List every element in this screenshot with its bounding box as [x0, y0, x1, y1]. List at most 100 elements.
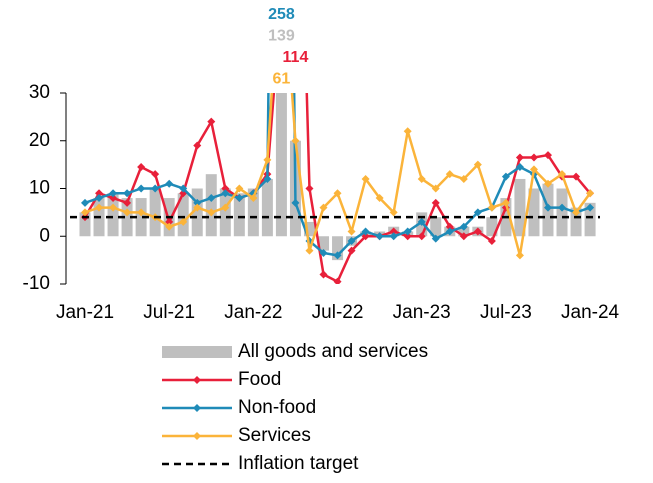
x-tick-label: Jan-21 — [56, 302, 114, 323]
marker — [403, 127, 412, 136]
marker — [319, 248, 328, 257]
y-tick-label: -10 — [23, 273, 50, 294]
bar — [149, 188, 161, 237]
marker — [333, 251, 342, 260]
marker — [473, 227, 482, 236]
bar — [205, 174, 217, 237]
marker — [109, 194, 118, 203]
marker — [193, 203, 202, 212]
marker — [221, 189, 230, 198]
y-tick-label: 0 — [39, 225, 50, 246]
marker — [445, 170, 454, 179]
marker — [459, 222, 468, 231]
marker — [319, 270, 328, 279]
marker — [347, 237, 356, 246]
x-tick-label: Jul-22 — [312, 302, 364, 323]
bar — [584, 202, 596, 237]
bar — [486, 217, 498, 237]
marker — [95, 203, 104, 212]
marker — [277, 0, 285, 2]
bar — [121, 198, 133, 237]
marker — [375, 232, 384, 241]
marker — [137, 208, 146, 217]
marker — [333, 189, 342, 198]
marker — [543, 179, 552, 188]
legend-marker — [193, 376, 201, 384]
bar — [556, 188, 568, 237]
marker — [431, 198, 440, 207]
marker — [81, 198, 89, 207]
bar — [261, 178, 273, 237]
marker — [235, 184, 244, 193]
marker — [207, 117, 216, 126]
y-tick-label: 10 — [29, 178, 50, 199]
legend-label: All goods and services — [238, 341, 428, 362]
bar — [275, 93, 287, 237]
legend-label: Food — [238, 369, 281, 390]
peak-label: 61 — [273, 71, 291, 88]
marker — [361, 174, 370, 183]
marker — [95, 189, 104, 198]
bar — [177, 193, 189, 237]
marker — [403, 232, 412, 241]
bar — [318, 236, 330, 251]
marker — [81, 208, 89, 217]
bar — [430, 217, 442, 237]
marker — [389, 208, 398, 217]
bar — [332, 236, 344, 261]
marker — [529, 153, 538, 162]
bar — [219, 188, 231, 237]
legend-label: Inflation target — [238, 453, 359, 474]
marker — [207, 208, 216, 217]
marker — [305, 246, 314, 255]
marker — [305, 184, 314, 193]
plot-area — [79, 0, 596, 284]
marker — [207, 194, 216, 203]
legend-swatch — [162, 346, 232, 358]
marker — [515, 163, 524, 172]
marker — [586, 189, 595, 198]
marker — [375, 194, 384, 203]
marker — [109, 189, 118, 198]
marker — [221, 184, 230, 193]
y-tick-label: 20 — [29, 130, 50, 151]
x-tick-label: Jan-24 — [561, 302, 620, 323]
legend-marker — [193, 432, 201, 440]
marker — [445, 227, 454, 236]
marker — [459, 232, 468, 241]
marker — [137, 163, 146, 172]
bar — [514, 178, 526, 237]
peak-label: 258 — [268, 6, 295, 23]
x-tick-label: Jan-23 — [393, 302, 451, 323]
marker — [151, 184, 160, 193]
marker — [319, 203, 328, 212]
bar — [135, 198, 147, 237]
marker — [558, 170, 567, 179]
marker — [151, 170, 160, 179]
marker — [515, 153, 524, 162]
marker — [179, 217, 188, 226]
marker — [263, 155, 272, 164]
x-tick-label: Jul-23 — [480, 302, 532, 323]
marker — [558, 203, 567, 212]
marker — [572, 172, 581, 181]
marker — [473, 160, 482, 169]
marker — [473, 208, 482, 217]
legend-marker — [193, 404, 201, 412]
bar — [107, 193, 119, 237]
marker — [403, 227, 412, 236]
bar — [247, 188, 259, 237]
marker — [586, 203, 595, 212]
bar — [458, 226, 470, 237]
marker — [333, 277, 342, 284]
marker — [417, 232, 426, 241]
marker — [487, 203, 496, 212]
legend-label: Services — [238, 425, 311, 446]
marker — [193, 141, 202, 150]
marker — [445, 222, 454, 231]
marker — [515, 251, 524, 260]
marker — [417, 174, 426, 183]
marker — [347, 246, 356, 255]
peak-label: 114 — [283, 49, 309, 66]
